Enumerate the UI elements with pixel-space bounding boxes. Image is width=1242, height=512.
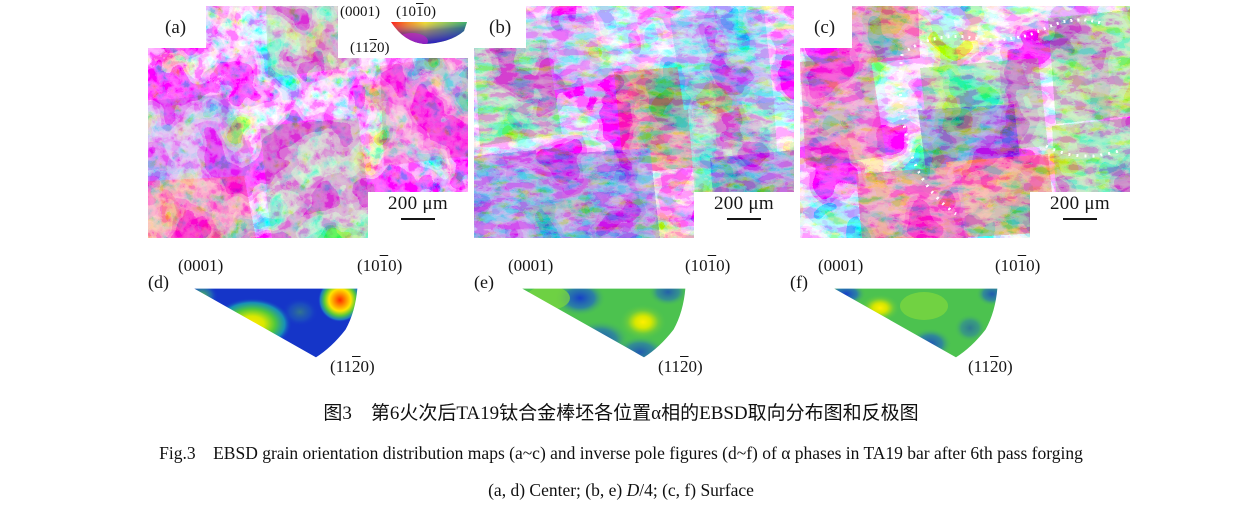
ebsd-panel-b	[474, 6, 794, 238]
scalebar-c: 200 μm	[1030, 192, 1130, 238]
ipf-panel-d	[180, 282, 370, 364]
caption-sub-prefix: (a, d) Center; (b, e)	[488, 480, 627, 500]
scalebar-c-label: 200 μm	[1049, 193, 1110, 214]
scalebar-a: 200 μm	[368, 192, 468, 238]
ipf-f-corner-0001: (0001)	[818, 256, 864, 275]
ebsd-panel-a-label: (a)	[165, 17, 187, 38]
ebsd-panel-b-label: (b)	[489, 17, 512, 38]
scalebar-a-line	[401, 218, 435, 220]
ipf-key-label-1120: (1120)	[350, 40, 390, 56]
caption-sub-italic: D	[626, 480, 640, 500]
figure-caption-chinese: 图3 第6火次后TA19钛合金棒坯各位置α相的EBSD取向分布图和反极图	[323, 403, 919, 424]
ipf-f-corner-1010: (1010)	[995, 256, 1041, 275]
scalebar-c-line	[1063, 218, 1097, 220]
ipf-e-corner-0001: (0001)	[508, 256, 554, 275]
figure-caption-english: Fig.3 EBSD grain orientation distributio…	[159, 443, 1083, 463]
ipf-key-label-0001: (0001)	[340, 4, 380, 20]
ipf-f-corner-1120: (1120)	[968, 357, 1013, 376]
panel-notch-b	[474, 6, 526, 48]
scalebar-b: 200 μm	[694, 192, 794, 238]
scalebar-b-line	[727, 218, 761, 220]
ipf-panel-e-label: (e)	[474, 272, 494, 292]
ipf-d-corner-0001: (0001)	[178, 256, 224, 275]
panel-notch-a	[148, 6, 206, 48]
ipf-e-corner-1120: (1120)	[658, 357, 703, 376]
ipf-d-corner-1010: (1010)	[357, 256, 403, 275]
scalebar-a-label: 200 μm	[387, 193, 448, 214]
ipf-d-corner-1120: (1120)	[330, 357, 375, 376]
ipf-panel-d-label: (d)	[148, 272, 169, 292]
ebsd-panel-c-label: (c)	[814, 17, 836, 38]
ebsd-map-b-image	[474, 6, 794, 238]
panel-notch-c	[800, 6, 852, 48]
ipf-figure-e-plot	[517, 287, 687, 359]
ipf-panel-f	[820, 282, 1010, 364]
ipf-figure-f-plot	[829, 287, 999, 359]
ipf-key-label-1010: (1010)	[396, 4, 436, 20]
figure-caption-subpanels: (a, d) Center; (b, e) D/4; (c, f) Surfac…	[0, 480, 1242, 501]
ipf-e-corner-1010: (1010)	[685, 256, 731, 275]
caption-sub-suffix: /4; (c, f) Surface	[639, 480, 754, 500]
ipf-panel-e	[508, 282, 698, 364]
ipf-color-key: (0001) (1010) (1120)	[338, 4, 468, 58]
ipf-figure-d-plot	[189, 287, 359, 359]
scalebar-b-label: 200 μm	[713, 193, 774, 214]
ipf-key-triangle	[391, 22, 467, 44]
ipf-panel-f-label: (f)	[790, 272, 808, 292]
